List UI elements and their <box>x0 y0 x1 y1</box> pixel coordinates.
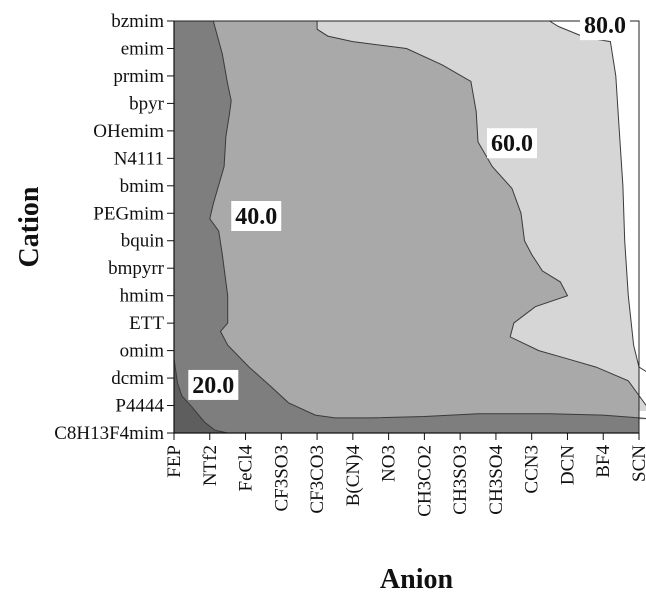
y-tick-label: dcmim <box>111 368 164 389</box>
x-tick-label: BF4 <box>593 445 614 478</box>
y-tick-label: ETT <box>129 313 164 334</box>
plot-area <box>173 20 646 434</box>
contour-label-value: 80.0 <box>584 13 626 39</box>
contour-label-value: 40.0 <box>235 204 277 230</box>
y-tick-label: prmim <box>113 66 164 87</box>
x-tick-label: CH3SO3 <box>450 445 471 515</box>
y-tick-label: bpyr <box>129 93 165 114</box>
contour-labels: 20.0 40.0 60.0 80.0 <box>188 10 630 400</box>
region-60-80 <box>317 21 646 411</box>
y-tick-label: bquin <box>121 231 165 252</box>
y-tick-label: C8H13F4mim <box>54 423 164 444</box>
contour-fills <box>173 20 646 434</box>
x-tick-label: CF3SO3 <box>271 445 292 512</box>
contour-label: 60.0 <box>486 128 537 159</box>
x-axis-title: Anion <box>380 564 454 595</box>
x-tick-label: NTf2 <box>200 445 221 486</box>
contour-label-box <box>579 10 630 41</box>
x-tick-label: CH3SO4 <box>486 445 507 515</box>
contour-label: 40.0 <box>231 201 282 232</box>
contour-label-value: 60.0 <box>491 131 533 157</box>
contour-label-box <box>486 128 537 159</box>
contour-line-20 <box>173 358 228 434</box>
y-tick-label: bmim <box>120 176 165 197</box>
x-tick-label: FeCl4 <box>236 445 257 492</box>
y-tick-label: N4111 <box>114 148 164 169</box>
y-axis-title: Cation <box>14 186 45 267</box>
contour-label-box <box>188 369 239 400</box>
y-tick-label: OHemim <box>93 121 164 142</box>
contour-label: 20.0 <box>188 369 239 400</box>
y-tick-label: bzmim <box>111 11 164 32</box>
x-tick-label: B(CN)4 <box>343 445 364 507</box>
x-tick-label: CCN3 <box>522 445 543 494</box>
axes: bzmim emim prmim bpyr OHemim N4111 bmim PEGmim b… <box>54 11 646 517</box>
x-tick-label: DCN <box>557 445 578 485</box>
y-tick-label: hmim <box>120 286 165 307</box>
y-tick-label: bmpyrr <box>108 258 165 279</box>
contour-line-60 <box>316 21 646 406</box>
x-tick-label: CF3CO3 <box>307 445 328 514</box>
x-tick-label: CH3CO2 <box>414 445 435 517</box>
region-above-80 <box>549 21 646 379</box>
x-tick-label: SCN <box>629 445 646 482</box>
contour-line-40 <box>209 20 646 419</box>
y-tick-label: emim <box>121 38 164 59</box>
y-tick-label: PEGmim <box>93 203 164 224</box>
x-tick-label: NO3 <box>379 445 400 482</box>
contour-label-box <box>231 201 282 232</box>
y-tick-label: omim <box>120 341 165 362</box>
y-tick-label: P4444 <box>115 396 164 417</box>
contour-label: 80.0 <box>579 10 630 41</box>
contour-label-value: 20.0 <box>192 373 234 399</box>
x-tick-label: FEP <box>164 445 185 478</box>
